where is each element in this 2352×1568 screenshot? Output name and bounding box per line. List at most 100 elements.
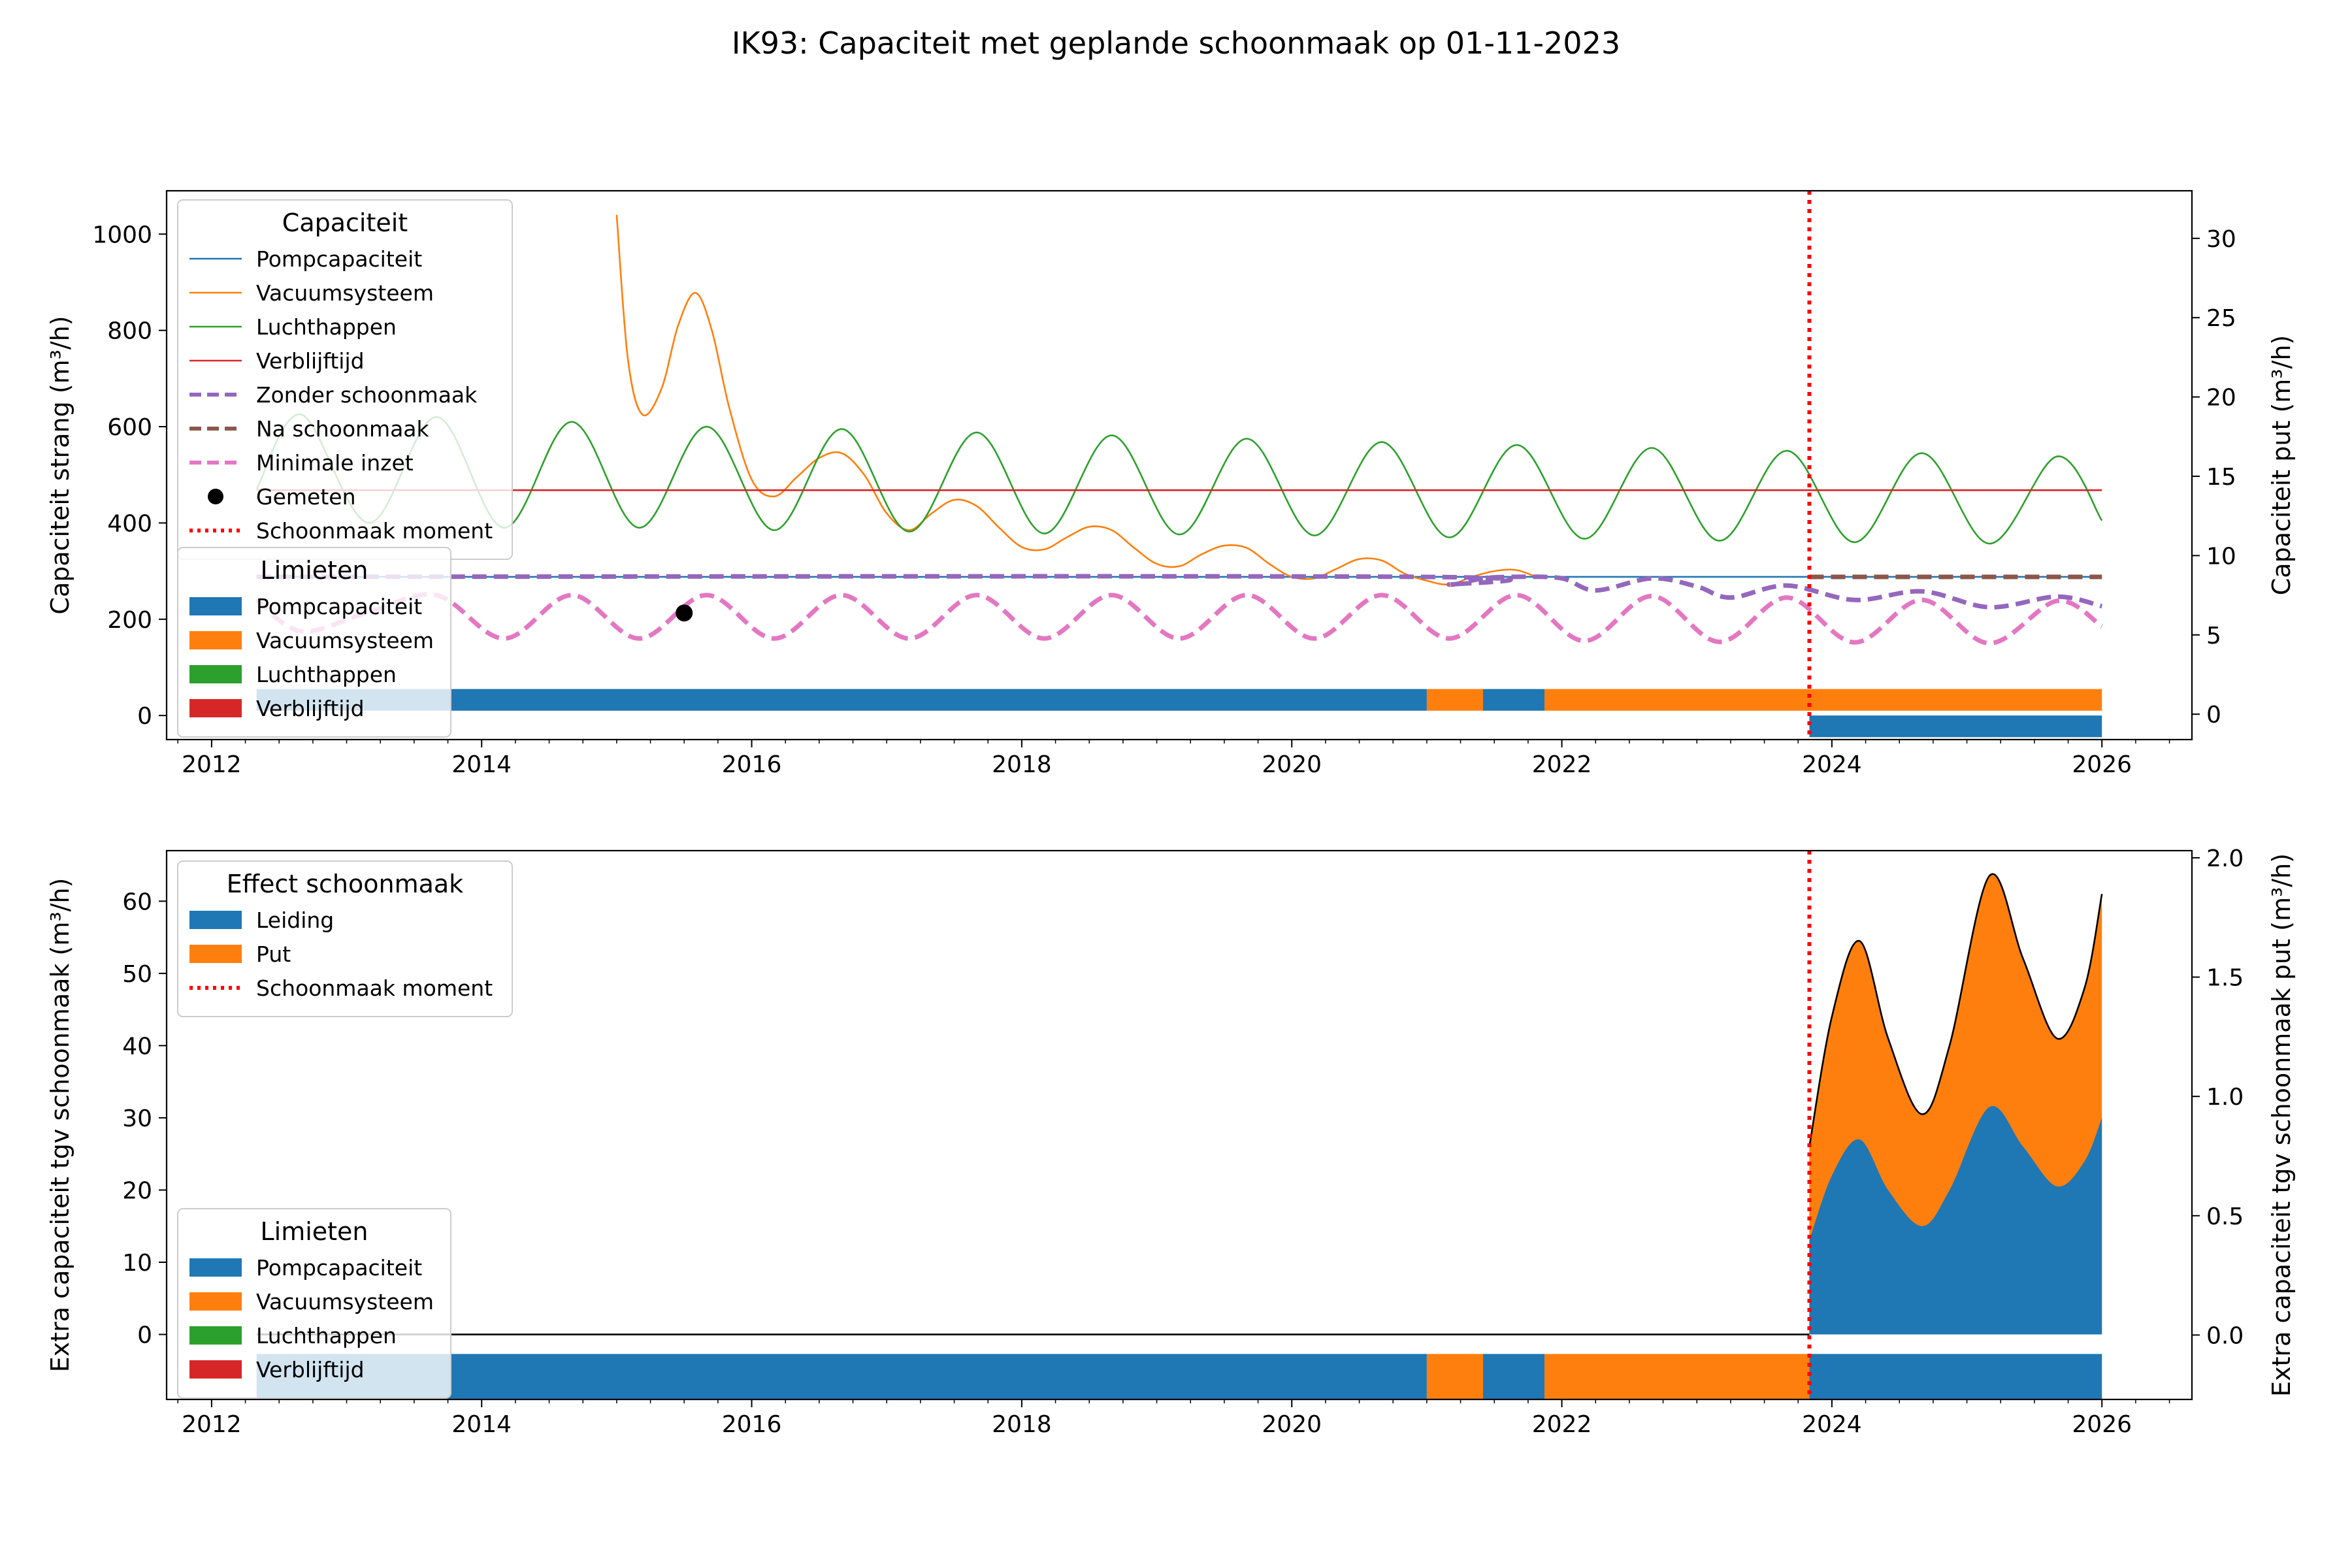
y-tick-label: 50 [122, 961, 152, 988]
plot-frame [165, 189, 2193, 741]
y-tick-label: 30 [122, 1105, 152, 1132]
area-outline [1808, 873, 2103, 1147]
x-tick-label: 2020 [1262, 1411, 1322, 1438]
y2-tick-label: 30 [2206, 226, 2236, 253]
legend-entry: Gemeten [256, 484, 355, 510]
legend-entry: Verblijftijd [256, 696, 365, 721]
legend-swatch [189, 665, 242, 683]
y2-tick-label: 0 [2206, 702, 2221, 728]
y-tick-label: 200 [107, 607, 152, 634]
y2-tick-label: 1.0 [2206, 1084, 2244, 1111]
legend-entry: Luchthappen [256, 314, 397, 340]
plot-frame [165, 849, 2193, 1401]
x-tick-label: 2022 [1532, 751, 1592, 778]
series-line-vacuumsysteem [615, 214, 1540, 586]
series-line-luchthappen [255, 414, 2103, 545]
limit-bar-pompcapaciteit [256, 1354, 1427, 1399]
limit-bar-vacuumsysteem [1544, 1354, 1810, 1399]
y2-axis-label: Extra capaciteit tgv schoonmaak put (m³/… [2267, 853, 2296, 1397]
top-panel: 2012 2014 2016 2018 2020 2022 2024 202602004006… [46, 189, 2296, 778]
measured-point [676, 604, 693, 622]
y2-tick-label: 15 [2206, 464, 2236, 491]
legend-entry: Leiding [256, 907, 334, 933]
x-tick-label: 2012 [182, 751, 242, 778]
y2-tick-label: 1.5 [2206, 965, 2244, 992]
legend-swatch [189, 945, 242, 963]
y2-tick-label: 20 [2206, 385, 2236, 412]
legend-frame [177, 547, 451, 738]
series-line-zonder-schoonmaak [256, 574, 2103, 610]
legend-swatch [189, 1360, 242, 1379]
legend-swatch [189, 1292, 242, 1311]
legend-title: Limieten [260, 1217, 368, 1246]
y-axis-label: Capaciteit strang (m³/h) [46, 316, 74, 614]
legend-entry: Na schoonmaak [256, 416, 430, 442]
legend-frame [177, 860, 513, 1017]
x-tick-label: 2022 [1532, 1411, 1592, 1438]
x-tick-label: 2020 [1262, 751, 1322, 778]
y-tick-label: 0 [137, 703, 152, 730]
y2-tick-label: 5 [2206, 623, 2221, 649]
limit-bar-vacuumsysteem [1426, 689, 1483, 711]
limit-bar-vacuumsysteem [1426, 1354, 1483, 1399]
legend-entry: Vacuumsysteem [256, 1289, 434, 1315]
limit-bar-pompcapaciteit [1809, 715, 2102, 738]
y-tick-label: 10 [122, 1250, 152, 1277]
x-tick-label: 2014 [451, 751, 512, 778]
x-tick-label: 2018 [992, 751, 1052, 778]
series-line-minimale-inzet [255, 592, 2104, 646]
legend-entry: Verblijftijd [256, 1357, 365, 1382]
bottom-panel: 2012 2014 2016 2018 2020 2022 2024 2026 0 10 20 30 4… [46, 845, 2296, 1438]
figure-title: IK93: Capaciteit met geplande schoonmaak… [732, 25, 1620, 61]
y-axis-label: Extra capaciteit tgv schoonmaak (m³/h) [46, 878, 74, 1373]
legend-entry: Zonder schoonmaak [256, 382, 478, 408]
limit-bar-pompcapaciteit [1483, 1354, 1545, 1399]
x-tick-label: 2016 [722, 1411, 782, 1438]
limit-bar-pompcapaciteit [1809, 1354, 2102, 1399]
y2-tick-label: 0.5 [2206, 1203, 2244, 1230]
legend-swatch [189, 699, 242, 717]
legend-entry: Minimale inzet [256, 450, 414, 476]
legend-swatch [189, 1258, 242, 1277]
legend-frame [177, 1208, 451, 1399]
legend-entry: Vacuumsysteem [256, 280, 434, 306]
legend-swatch [208, 489, 223, 504]
legend-entry: Luchthappen [256, 1323, 397, 1348]
x-tick-label: 2024 [1802, 1411, 1862, 1438]
legend-swatch [189, 911, 242, 929]
legend-entry: Schoonmaak moment [256, 518, 493, 544]
x-tick-label: 2016 [722, 751, 782, 778]
legend-entry: Verblijftijd [256, 348, 365, 374]
legend-entry: Vacuumsysteem [256, 628, 434, 653]
legend-swatch [189, 597, 242, 615]
legend-entry: Pompcapaciteit [256, 246, 422, 272]
y2-tick-label: 0.0 [2206, 1322, 2244, 1349]
x-tick-label: 2024 [1802, 751, 1862, 778]
x-tick-label: 2026 [2072, 751, 2132, 778]
x-tick-label: 2026 [2072, 1411, 2132, 1438]
y-tick-label: 1000 [92, 221, 152, 248]
legend-entry: Pompcapaciteit [256, 1255, 422, 1281]
legend-title: Capaciteit [282, 208, 408, 237]
legend-swatch [189, 1326, 242, 1345]
y2-tick-label: 2.0 [2206, 845, 2244, 872]
x-tick-label: 2012 [182, 1411, 242, 1438]
y-tick-label: 20 [122, 1177, 152, 1204]
y-tick-label: 800 [107, 318, 152, 345]
y-tick-label: 600 [107, 414, 152, 441]
area-leiding [1809, 1105, 2102, 1335]
legend-entry: Luchthappen [256, 662, 397, 687]
y-tick-label: 60 [122, 889, 152, 915]
y-tick-label: 400 [107, 510, 152, 537]
y2-tick-label: 10 [2206, 543, 2236, 570]
limit-bar-pompcapaciteit [1483, 689, 1545, 711]
legend-swatch [189, 631, 242, 649]
legend-entry: Pompcapaciteit [256, 594, 422, 619]
y-tick-label: 0 [137, 1322, 152, 1349]
x-tick-label: 2014 [451, 1411, 512, 1438]
legend-title: Limieten [260, 556, 368, 585]
legend-entry: Schoonmaak moment [256, 975, 493, 1001]
limit-bar-pompcapaciteit [256, 689, 1427, 711]
legend-entry: Put [256, 941, 291, 967]
